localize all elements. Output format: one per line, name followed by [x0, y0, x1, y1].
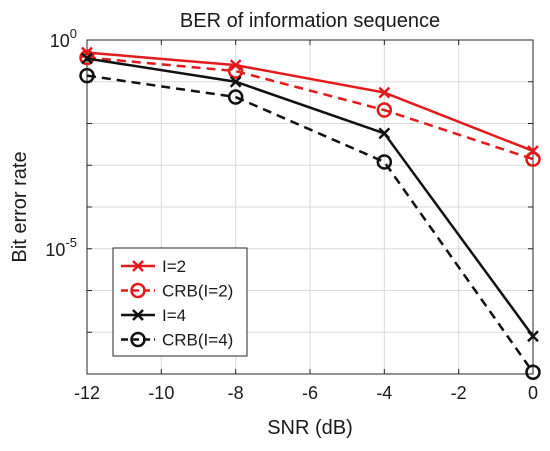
marker-stroke [132, 309, 144, 321]
legend: I=2 CRB(I=2) I=4 CRB(I=4) [112, 247, 248, 357]
data-point-marker [79, 49, 95, 66]
legend-label: CRB(I=4) [162, 331, 233, 350]
series-1 [79, 49, 541, 167]
series-line [86, 51, 534, 153]
y-tick-label-base: 10 [50, 31, 70, 51]
series-3 [79, 67, 541, 381]
series-line [86, 74, 535, 373]
legend-entry: CRB(I=4) [121, 331, 233, 350]
data-point-marker [229, 75, 242, 88]
legend-marker [130, 331, 146, 348]
y-axis-label: Bit error rate [9, 151, 31, 262]
data-point-marker [227, 89, 244, 105]
series-line [86, 56, 534, 161]
x-tick-label: -10 [148, 383, 174, 403]
legend-marker [130, 282, 146, 299]
legend-label: CRB(I=2) [162, 282, 233, 301]
legend-marker [132, 260, 144, 272]
x-tick-label: -6 [302, 383, 318, 403]
x-tick-label: -12 [74, 383, 100, 403]
data-point-marker [81, 52, 93, 65]
legend-label: I=4 [162, 306, 186, 325]
x-tick-label: -2 [451, 383, 467, 403]
marker-stroke [81, 52, 93, 65]
x-tick-label: -4 [376, 383, 392, 403]
marker-stroke [229, 75, 242, 88]
legend-label: I=2 [162, 257, 186, 276]
series-layer [79, 46, 541, 381]
data-point-marker [525, 364, 541, 381]
data-point-marker [378, 86, 391, 99]
legend-marker [132, 309, 144, 321]
series-line [86, 57, 535, 338]
data-point-marker [525, 151, 541, 167]
x-axis-label: SNR (dB) [267, 417, 353, 439]
legend-entry: I=2 [121, 257, 186, 276]
legend-entry: I=4 [121, 306, 186, 325]
y-tick-label: 100 [50, 26, 77, 51]
x-tick-label: 0 [528, 383, 538, 403]
data-point-marker [527, 330, 539, 343]
y-tick-label-base: 10 [45, 240, 65, 260]
marker-stroke [527, 330, 539, 343]
y-tick-label: 10-5 [45, 235, 77, 260]
chart-title: BER of information sequence [180, 10, 440, 32]
data-point-marker [79, 67, 95, 84]
y-tick-label-exponent: 0 [70, 26, 77, 41]
y-tick-label-exponent: -5 [65, 235, 77, 250]
legend-entry: CRB(I=2) [121, 282, 233, 301]
data-point-marker [376, 154, 393, 170]
series-2 [81, 52, 539, 343]
x-tick-label: -8 [228, 383, 244, 403]
marker-stroke [132, 260, 144, 272]
data-point-marker [378, 127, 391, 140]
data-point-marker [376, 102, 393, 118]
marker-stroke [378, 127, 391, 140]
data-point-marker [227, 63, 244, 79]
marker-stroke [378, 86, 391, 99]
